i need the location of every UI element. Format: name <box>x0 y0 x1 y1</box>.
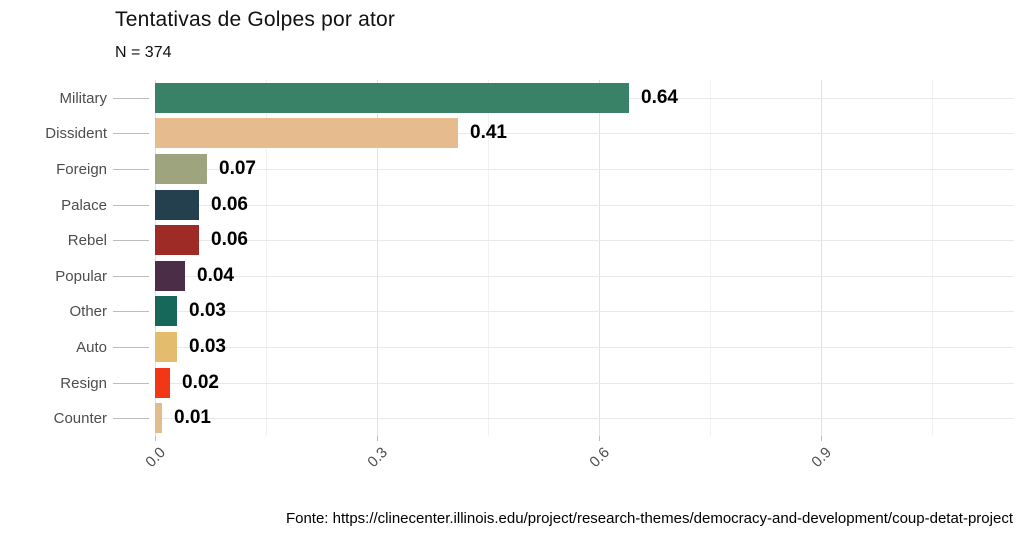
bar-value-label: 0.64 <box>641 87 678 108</box>
category-label-military: Military <box>59 90 108 107</box>
gridline-vertical-minor <box>488 80 489 436</box>
plot-panel: 0.64 0.41 0.07 0.06 0.06 0.04 0.03 0.03 0.02 0.01 <box>155 80 1014 436</box>
category-label-foreign: Foreign <box>56 161 107 178</box>
category-label-other: Other <box>69 303 107 320</box>
gridline-horizontal-major <box>155 347 1014 348</box>
chart-title: Tentativas de Golpes por ator <box>115 8 396 31</box>
gridline-horizontal-major <box>155 240 1014 241</box>
x-axis-tick <box>599 436 600 441</box>
gridline-horizontal-major <box>155 169 1014 170</box>
bar-value-label: 0.07 <box>219 158 256 179</box>
bar-value-label: 0.06 <box>211 194 248 215</box>
x-axis-label: 0.6 <box>586 444 614 471</box>
gridline-vertical-minor <box>266 80 267 436</box>
x-axis-tick <box>155 436 156 441</box>
category-label-dissident: Dissident <box>45 125 107 142</box>
y-axis-tick <box>113 133 149 134</box>
gridline-vertical-major <box>821 80 822 436</box>
y-axis-tick <box>113 276 149 277</box>
gridline-horizontal-major <box>155 383 1014 384</box>
bar-foreign <box>155 154 207 184</box>
bar-counter <box>155 403 162 433</box>
chart-subtitle: N = 374 <box>115 44 172 61</box>
bar-value-label: 0.04 <box>197 265 234 286</box>
category-label-counter: Counter <box>53 410 107 427</box>
bar-resign <box>155 368 170 398</box>
bar-dissident <box>155 118 458 148</box>
bar-value-label: 0.03 <box>189 300 226 321</box>
source-caption: Fonte: https://clinecenter.illinois.edu/… <box>285 510 1013 527</box>
bar-rebel <box>155 225 199 255</box>
gridline-horizontal-major <box>155 418 1014 419</box>
x-axis-label: 0.0 <box>142 444 170 471</box>
y-axis-tick <box>113 205 149 206</box>
y-axis-tick <box>113 98 149 99</box>
x-axis-tick <box>377 436 378 441</box>
gridline-horizontal-major <box>155 311 1014 312</box>
x-axis-label: 0.9 <box>808 444 836 471</box>
bar-value-label: 0.01 <box>174 407 211 428</box>
category-label-resign: Resign <box>60 375 107 392</box>
category-label-rebel: Rebel <box>67 232 107 249</box>
bar-value-label: 0.03 <box>189 336 226 357</box>
gridline-horizontal-major <box>155 205 1014 206</box>
y-axis-tick <box>113 169 149 170</box>
x-axis-label: 0.3 <box>364 444 392 471</box>
y-axis-tick <box>113 418 149 419</box>
y-axis-tick <box>113 383 149 384</box>
bar-military <box>155 83 629 113</box>
bar-auto <box>155 332 177 362</box>
bar-value-label: 0.41 <box>470 122 507 143</box>
category-label-palace: Palace <box>61 197 107 214</box>
category-label-popular: Popular <box>55 268 107 285</box>
gridline-vertical-major <box>377 80 378 436</box>
bar-popular <box>155 261 185 291</box>
x-axis-tick <box>821 436 822 441</box>
y-axis-tick <box>113 240 149 241</box>
gridline-vertical-minor <box>932 80 933 436</box>
bar-value-label: 0.06 <box>211 229 248 250</box>
gridline-vertical-major <box>599 80 600 436</box>
y-axis-tick <box>113 311 149 312</box>
y-axis-tick <box>113 347 149 348</box>
gridline-vertical-minor <box>710 80 711 436</box>
bar-value-label: 0.02 <box>182 372 219 393</box>
gridline-horizontal-major <box>155 133 1014 134</box>
bar-palace <box>155 190 199 220</box>
category-label-auto: Auto <box>76 339 107 356</box>
gridline-horizontal-major <box>155 276 1014 277</box>
bar-other <box>155 296 177 326</box>
gridline-vertical-major <box>155 80 156 436</box>
